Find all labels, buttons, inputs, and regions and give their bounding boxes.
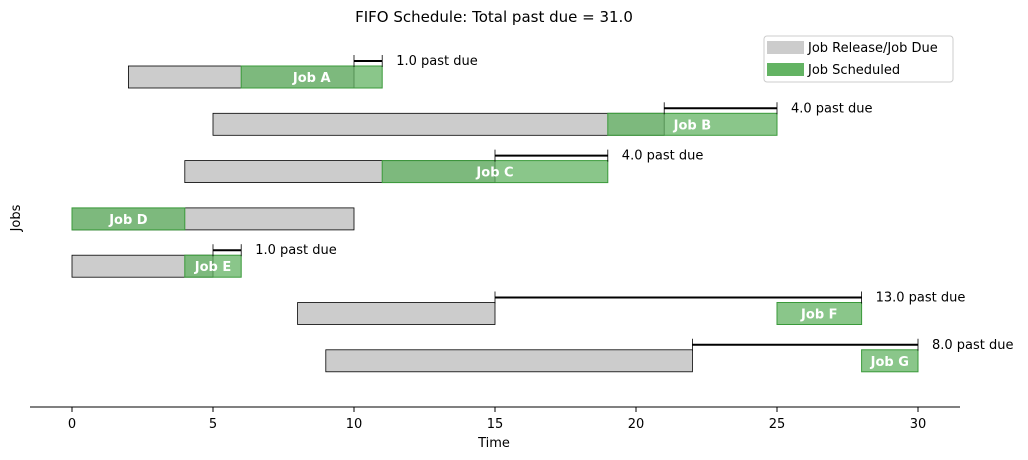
jobs-group: Job A 1.0 past due Job B 4.0 past due Job C 4… bbox=[71, 54, 1014, 373]
job-g-past-due-annotation: 8.0 past due bbox=[932, 338, 1014, 353]
legend-label-release-due: Job Release/Job Due bbox=[807, 41, 938, 56]
x-tick-label: 20 bbox=[628, 417, 645, 432]
x-axis-label: Time bbox=[477, 436, 510, 451]
job-f-window-bar bbox=[297, 302, 496, 325]
job-g-scheduled-bar bbox=[861, 349, 919, 373]
job-c-past-due-annotation: 4.0 past due bbox=[622, 149, 704, 164]
legend: Job Release/Job Due Job Scheduled bbox=[763, 35, 954, 83]
x-tick-label: 10 bbox=[346, 417, 363, 432]
job-b-past-due-annotation: 4.0 past due bbox=[791, 101, 873, 116]
x-tick-label: 5 bbox=[209, 417, 217, 432]
job-c-label: Job C bbox=[475, 166, 513, 181]
job-d-label: Job D bbox=[108, 213, 148, 228]
job-a-past-due-annotation: 1.0 past due bbox=[396, 54, 478, 69]
x-tick-label: 15 bbox=[487, 417, 504, 432]
y-axis-label: Jobs bbox=[9, 204, 24, 232]
legend-label-scheduled: Job Scheduled bbox=[807, 63, 900, 78]
job-b-label: Job B bbox=[673, 118, 712, 133]
job-f-scheduled-bar bbox=[776, 302, 863, 325]
job-e-past-due-annotation: 1.0 past due bbox=[255, 243, 337, 258]
job-b-scheduled-bar bbox=[607, 112, 778, 136]
legend-frame bbox=[763, 35, 954, 83]
job-f-past-due-annotation: 13.0 past due bbox=[876, 291, 966, 306]
x-tick-label: 0 bbox=[68, 417, 76, 432]
job-d-scheduled-bar bbox=[71, 207, 186, 231]
job-a-scheduled-bar bbox=[240, 65, 383, 89]
job-g-label: Job G bbox=[870, 355, 909, 370]
x-axis-ticks: 0 5 10 15 20 25 30 bbox=[68, 407, 926, 432]
x-tick-label: 25 bbox=[769, 417, 786, 432]
legend-swatch-release-due bbox=[767, 41, 804, 54]
job-b-window-bar bbox=[212, 112, 665, 136]
job-a-label: Job A bbox=[292, 71, 331, 86]
chart-title: FIFO Schedule: Total past due = 31.0 bbox=[355, 8, 633, 26]
job-e-label: Job E bbox=[194, 260, 231, 275]
job-f-label: Job F bbox=[800, 308, 837, 323]
x-tick-label: 30 bbox=[910, 417, 927, 432]
job-g-window-bar bbox=[325, 349, 693, 373]
legend-swatch-scheduled bbox=[767, 63, 804, 76]
